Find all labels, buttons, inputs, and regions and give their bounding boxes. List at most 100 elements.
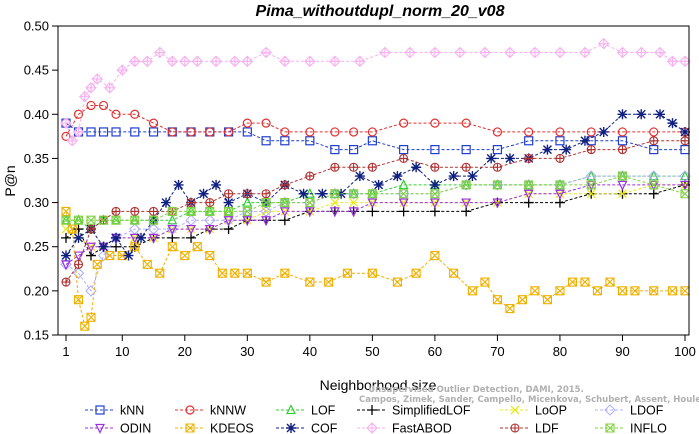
data-point <box>66 134 79 147</box>
axes: 0.15 0.20 0.25 0.30 0.35 0.40 0.45 0.50 1 10 20 30 4… <box>24 19 696 360</box>
legend-label: LDF <box>535 422 559 434</box>
series-line-knnw <box>65 105 685 137</box>
data-point <box>592 286 603 296</box>
data-point <box>373 179 384 190</box>
legend-marker <box>510 423 520 433</box>
data-point <box>167 224 178 235</box>
data-point <box>186 206 196 216</box>
data-point <box>461 180 471 190</box>
data-point <box>242 206 252 216</box>
credit-line-2: Campos, Zimek, Sander, Campello, Micenko… <box>359 395 699 405</box>
x-tick-label: 80 <box>553 344 567 359</box>
data-point <box>586 180 596 190</box>
data-point <box>205 127 215 137</box>
data-point <box>492 180 502 190</box>
data-point <box>342 268 352 278</box>
data-point <box>367 127 377 137</box>
data-point <box>367 198 378 209</box>
data-point <box>111 206 121 216</box>
data-point <box>242 189 252 199</box>
data-point <box>492 162 502 172</box>
data-point <box>586 145 596 155</box>
data-point <box>105 250 115 261</box>
data-point <box>61 131 71 141</box>
data-point <box>111 215 121 225</box>
data-point <box>555 180 565 190</box>
data-point <box>223 216 234 227</box>
legend-item-lof: LOF <box>276 404 336 418</box>
data-point <box>649 136 659 146</box>
data-point <box>392 171 403 182</box>
data-point <box>555 153 565 163</box>
y-tick-label: 0.30 <box>24 195 49 210</box>
data-point <box>349 198 359 208</box>
data-point <box>649 145 659 155</box>
y-tick-label: 0.35 <box>24 151 49 166</box>
data-point <box>616 46 629 59</box>
legend-item-knn: kNN <box>85 404 144 418</box>
data-point <box>367 268 377 278</box>
data-point <box>461 162 471 172</box>
data-point <box>492 295 502 305</box>
legend-label: LOF <box>311 404 336 418</box>
data-point <box>367 189 377 199</box>
data-point <box>430 189 440 199</box>
data-point <box>86 215 96 225</box>
data-point <box>280 268 290 278</box>
data-point <box>667 118 678 129</box>
data-point <box>80 321 90 331</box>
data-point <box>349 127 359 137</box>
data-point <box>429 46 441 59</box>
data-point <box>555 127 565 137</box>
data-point <box>554 46 566 59</box>
data-point <box>517 295 527 305</box>
data-point <box>73 295 84 305</box>
x-tick-label: 60 <box>428 344 442 359</box>
data-point <box>617 286 628 296</box>
data-point <box>130 127 140 137</box>
data-point <box>305 136 315 146</box>
data-point <box>242 215 252 225</box>
data-point <box>242 268 252 278</box>
data-point <box>411 162 422 173</box>
data-point <box>279 207 290 218</box>
data-point <box>329 55 341 68</box>
data-point <box>411 268 421 278</box>
data-point <box>649 286 659 296</box>
data-point <box>116 64 129 76</box>
data-point <box>330 198 340 208</box>
data-point <box>242 127 252 137</box>
data-point <box>111 127 121 137</box>
data-point <box>60 117 72 129</box>
x-tick-label: 40 <box>303 344 317 359</box>
legend-item-cof: COF <box>276 422 338 434</box>
data-point <box>347 187 360 200</box>
data-point <box>492 198 503 209</box>
data-point <box>180 250 190 261</box>
data-point <box>148 118 159 128</box>
series-kdeos <box>61 206 690 331</box>
data-point <box>261 118 271 128</box>
legend-item-odin: ODIN <box>85 422 151 434</box>
x-tick-label: 50 <box>365 344 379 359</box>
legend-marker <box>605 423 615 433</box>
data-point <box>72 267 85 279</box>
data-point <box>617 127 628 137</box>
data-point <box>348 207 359 218</box>
data-point <box>617 180 628 191</box>
series-line-fastabod <box>65 43 685 142</box>
data-point <box>260 46 272 59</box>
data-point <box>298 188 309 199</box>
data-point <box>67 224 77 234</box>
series-fastabod <box>60 37 691 147</box>
data-point <box>73 215 84 225</box>
data-point <box>349 189 359 199</box>
data-point <box>230 268 240 278</box>
data-point <box>73 259 84 269</box>
data-point <box>205 198 215 208</box>
data-point <box>330 127 340 137</box>
data-point <box>130 109 140 119</box>
data-point <box>617 136 628 146</box>
data-point <box>224 206 234 216</box>
